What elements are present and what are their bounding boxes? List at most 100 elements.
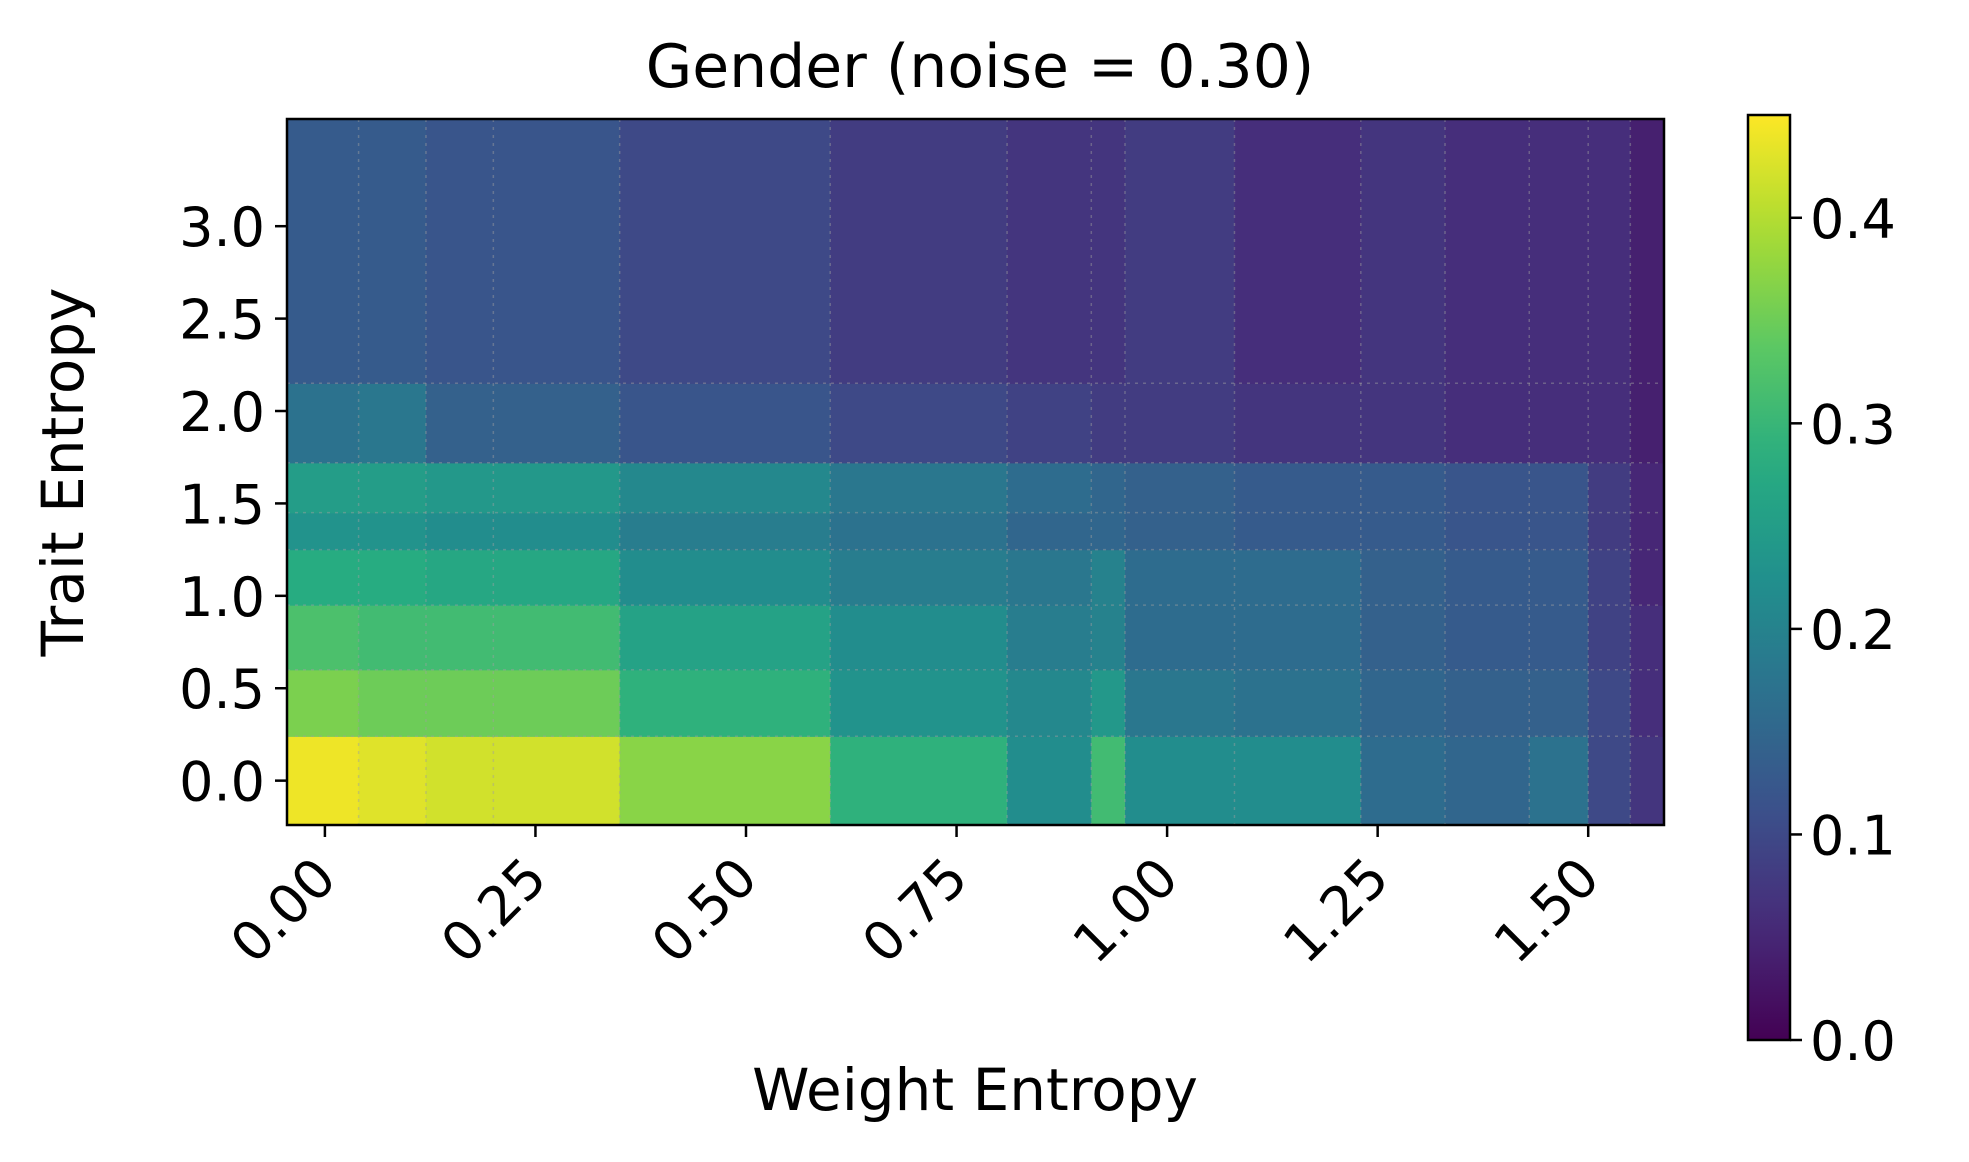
- heatmap-cell: [1124, 512, 1236, 551]
- heatmap-cell: [1234, 383, 1362, 464]
- heatmap-cell: [1007, 119, 1092, 384]
- heatmap-cell: [1529, 462, 1589, 514]
- y-axis-label: Trait Entropy: [29, 288, 97, 658]
- heatmap-cell: [1091, 669, 1126, 737]
- heatmap-cell: [830, 462, 1008, 514]
- heatmap-cell: [1445, 462, 1530, 514]
- x-tick-label: 0.25: [429, 846, 559, 976]
- heatmap-cell: [830, 383, 1008, 464]
- heatmap-cell: [1529, 119, 1589, 384]
- heatmap-cell: [1360, 669, 1446, 737]
- heatmap-cell: [619, 119, 831, 384]
- heatmap-cell: [1234, 462, 1362, 514]
- heatmap-cell: [1529, 669, 1589, 737]
- heatmap-cell: [1091, 549, 1126, 606]
- plot-frame: [285, 117, 1666, 827]
- heatmap-cell: [1234, 736, 1362, 826]
- heatmap-cell: [1360, 549, 1446, 606]
- heatmap-cell: [1007, 383, 1092, 464]
- heatmap-cell: [1360, 383, 1446, 464]
- heatmap-cell: [1588, 549, 1631, 606]
- heatmap-cell: [287, 669, 360, 737]
- heatmap-cell: [493, 669, 621, 737]
- heatmap-cell: [358, 512, 427, 551]
- heatmap-cell: [1234, 605, 1362, 671]
- heatmap-cell: [1124, 462, 1236, 514]
- heatmap-cell: [1007, 549, 1092, 606]
- heatmap-cell: [493, 605, 621, 671]
- colorbar-tick-label: 0.4: [1810, 188, 1896, 251]
- heatmap-cell: [425, 549, 494, 606]
- heatmap-cell: [1124, 383, 1236, 464]
- heatmap-cell: [1630, 549, 1665, 606]
- heatmap-cell: [1007, 512, 1092, 551]
- heatmap-cell: [619, 605, 831, 671]
- heatmap-cell: [1124, 605, 1236, 671]
- y-tick-label: 0.5: [179, 658, 265, 721]
- heatmap-cell: [287, 119, 360, 384]
- heatmap-cell: [1445, 605, 1530, 671]
- heatmap-cell: [1630, 383, 1665, 464]
- heatmap-cell: [1091, 736, 1126, 826]
- heatmap-cell: [1529, 549, 1589, 606]
- heatmap-cell: [493, 462, 621, 514]
- y-tick-label: 0.0: [179, 751, 265, 814]
- heatmap-cell: [1529, 605, 1589, 671]
- colorbar-ticks: 0.0 0.1 0.2 0.3 0.4: [1790, 188, 1896, 1073]
- heatmap-cell: [1588, 383, 1631, 464]
- x-tick-label: 1.50: [1482, 846, 1612, 976]
- colorbar-tick-label: 0.2: [1810, 599, 1896, 662]
- heatmap-cell: [358, 736, 427, 826]
- heatmap-cell: [287, 383, 360, 464]
- y-tick-label: 3.0: [179, 196, 265, 259]
- heatmap-cell: [1007, 669, 1092, 737]
- colorbar-gradient: [1748, 115, 1790, 1040]
- heatmap-cell: [287, 549, 360, 606]
- heatmap-cell: [830, 736, 1008, 826]
- heatmap-cell: [287, 512, 360, 551]
- colorbar-tick-label: 0.0: [1810, 1010, 1896, 1073]
- x-tick-label: 1.25: [1271, 846, 1401, 976]
- y-tick-label: 1.5: [179, 473, 265, 536]
- heatmap-cell: [425, 669, 494, 737]
- heatmap-cell: [1360, 605, 1446, 671]
- heatmap-cell: [1091, 383, 1126, 464]
- heatmap-cell: [1124, 119, 1236, 384]
- colorbar: 0.0 0.1 0.2 0.3 0.4: [1746, 113, 1896, 1073]
- heatmap-cell: [1124, 736, 1236, 826]
- heatmap-cell: [619, 462, 831, 514]
- heatmap-cell: [1234, 119, 1362, 384]
- heatmap-cell: [425, 462, 494, 514]
- heatmap-cell: [1588, 462, 1631, 514]
- heatmap-cell: [1445, 512, 1530, 551]
- heatmap-cell: [1588, 736, 1631, 826]
- x-axis-label: Weight Entropy: [752, 1056, 1198, 1124]
- heatmap-cell: [1007, 462, 1092, 514]
- heatmap-cell: [1588, 605, 1631, 671]
- heatmap-cell: [619, 669, 831, 737]
- y-tick-label: 2.5: [179, 289, 265, 352]
- heatmap-cell: [1091, 605, 1126, 671]
- heatmap-cell: [1630, 669, 1665, 737]
- heatmap-cell: [1360, 119, 1446, 384]
- heatmap-cell: [1445, 736, 1530, 826]
- heatmap-cell: [830, 512, 1008, 551]
- heatmap-cell: [358, 669, 427, 737]
- heatmap-cell: [358, 383, 427, 464]
- heatmap-cell: [1124, 669, 1236, 737]
- y-tick-label: 1.0: [179, 566, 265, 629]
- heatmap-cell: [1234, 512, 1362, 551]
- chart-title: Gender (noise = 0.30): [646, 32, 1315, 102]
- heatmap-cell: [1630, 462, 1665, 514]
- heatmap-cell: [425, 605, 494, 671]
- x-tick-label: 0.75: [850, 846, 980, 976]
- heatmap-cell: [1091, 462, 1126, 514]
- heatmap-cell: [1630, 512, 1665, 551]
- heatmap-cell: [1588, 512, 1631, 551]
- heatmap-cell: [358, 605, 427, 671]
- heatmap-cell: [1445, 119, 1530, 384]
- heatmap-cell: [287, 736, 360, 826]
- heatmap-cell: [1360, 736, 1446, 826]
- x-tick-label: 0.50: [640, 846, 770, 976]
